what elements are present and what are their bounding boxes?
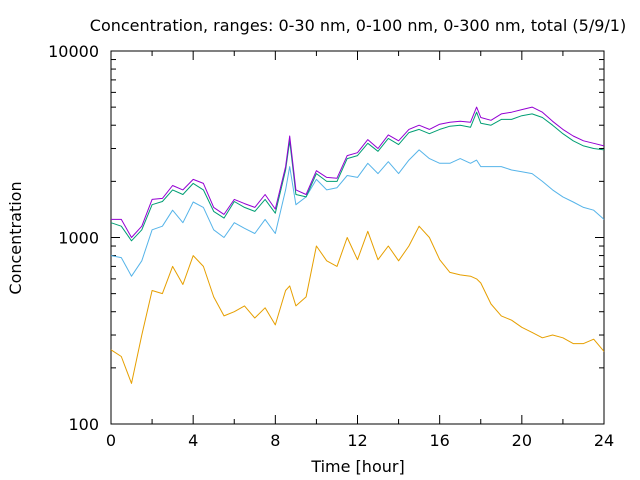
series-line-2 [110, 149, 605, 277]
x-tick-label: 16 [429, 431, 449, 450]
tick-labels: 0 4 8 12 16 20 24 100 1000 10000 [48, 42, 614, 450]
x-tick-label: 8 [270, 431, 280, 450]
y-axis-label: Concentration [6, 181, 25, 294]
plot-frame [110, 50, 605, 425]
axis-ticks [110, 50, 605, 425]
chart-title: Concentration, ranges: 0-30 nm, 0-100 nm… [90, 16, 626, 35]
y-tick-label: 1000 [58, 229, 99, 248]
x-tick-label: 0 [106, 431, 116, 450]
series-lines [110, 106, 605, 384]
y-tick-label: 100 [68, 415, 99, 434]
y-tick-label: 10000 [48, 42, 99, 61]
x-tick-label: 20 [512, 431, 532, 450]
x-tick-label: 24 [594, 431, 614, 450]
series-line-4 [111, 106, 605, 238]
x-tick-label: 12 [347, 431, 367, 450]
x-tick-label: 4 [188, 431, 198, 450]
series-line-1 [110, 225, 605, 384]
x-axis-label: Time [hour] [310, 457, 404, 476]
series-line-3 [110, 111, 605, 242]
